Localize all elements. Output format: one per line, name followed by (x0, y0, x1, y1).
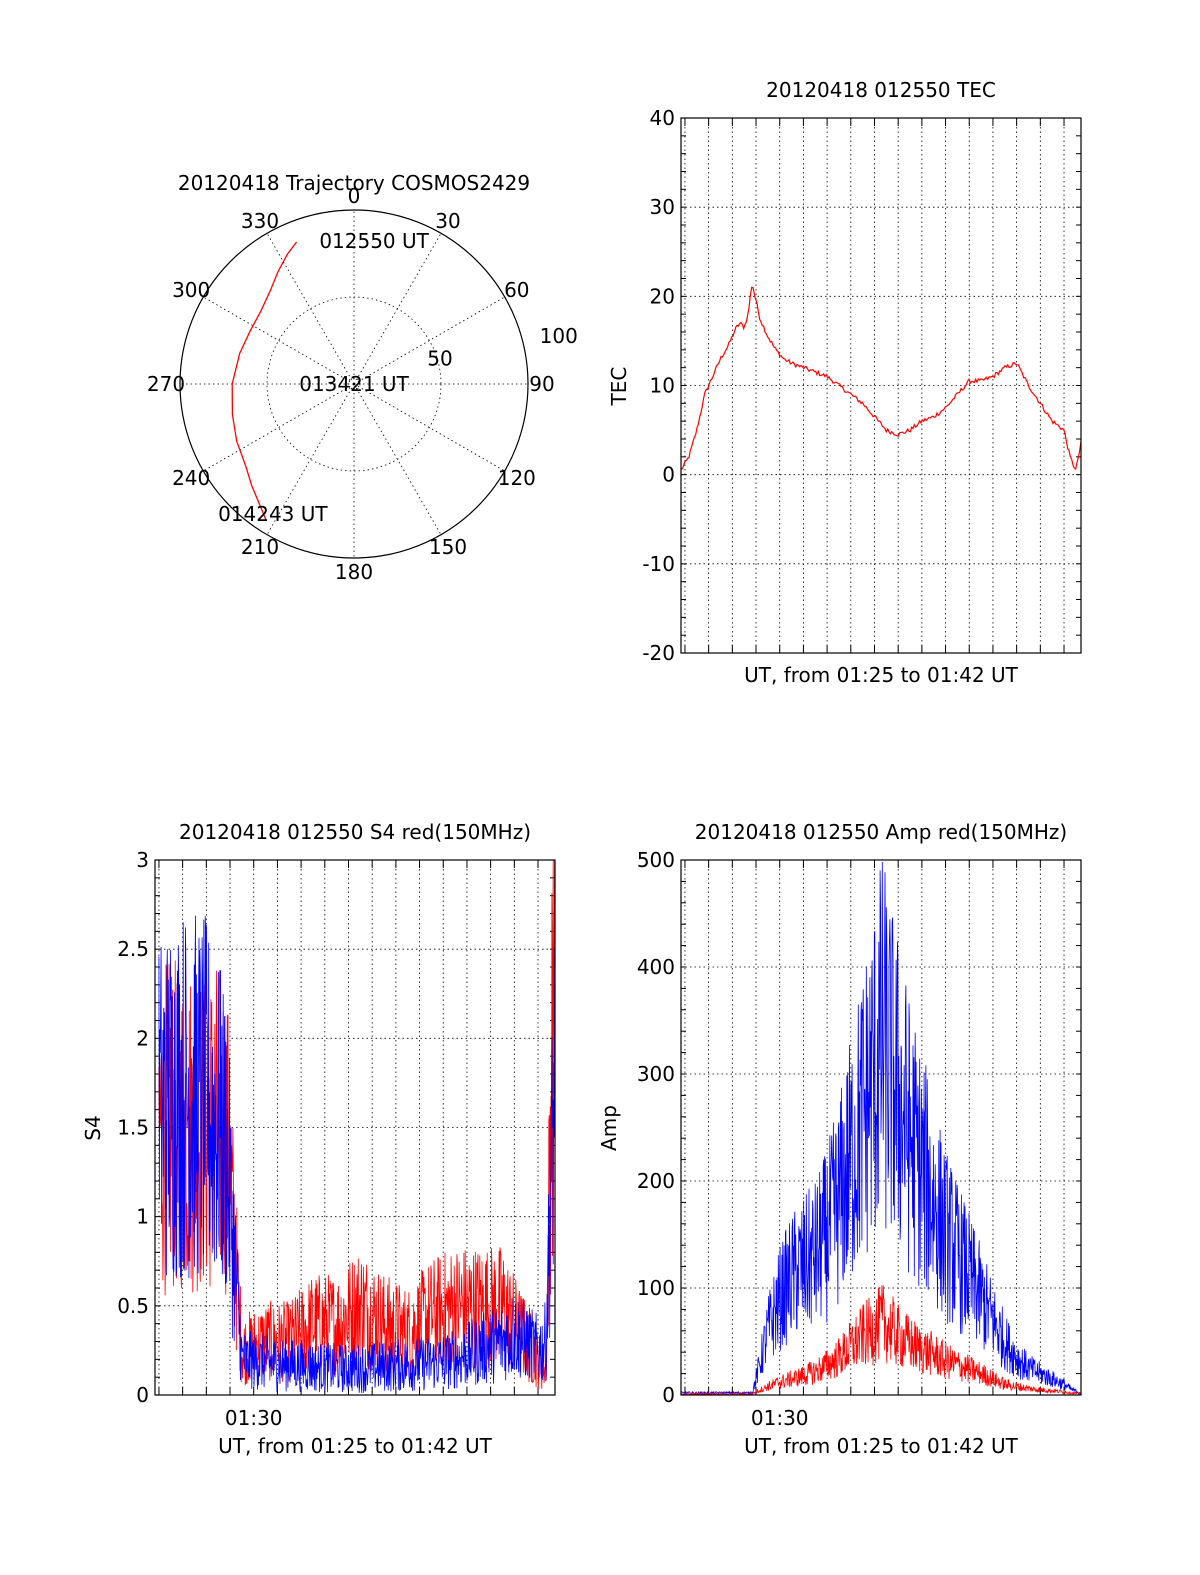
series-line-red (681, 1285, 1082, 1396)
polar-azimuth-label: 60 (504, 278, 529, 302)
y-tick-label: 100 (637, 1276, 675, 1300)
polar-outer-ring (179, 209, 529, 559)
series-line-red (680, 286, 1082, 471)
amp-plot-frame (680, 859, 1082, 1396)
polar-radial-label: 50 (427, 346, 452, 370)
polar-center-mark (347, 377, 361, 391)
s4-chart: 20120418 012550 S4 red(150MHz) 0 0.5 1 1.5 2… (81, 820, 556, 1458)
tec-chart-title: 20120418 012550 TEC (766, 78, 996, 102)
y-tick-label: -10 (642, 552, 675, 576)
y-tick-label: 0 (662, 1383, 675, 1407)
polar-trajectory-chart: 20120418 Trajectory COSMOS2429 50 100 0 30 6… (147, 171, 578, 584)
polar-radial-label: 100 (540, 324, 578, 348)
polar-spoke (203, 383, 355, 472)
polar-azimuth-label: 330 (241, 209, 279, 233)
polar-ring (266, 296, 442, 472)
polar-azimuth-label: 210 (241, 535, 279, 559)
polar-spoke (266, 383, 355, 535)
amp-chart: 20120418 012550 Amp red(150MHz) 0 100 200 3… (597, 820, 1082, 1458)
polar-spoke (266, 233, 355, 385)
polar-azimuth-label: 270 (147, 372, 185, 396)
series-line-blue (158, 915, 556, 1394)
y-tick-label: 0 (136, 1383, 149, 1407)
series-line-blue (680, 861, 1082, 1396)
tec-chart: 20120418 012550 TEC -20 -10 0 10 20 30 40 UT, … (607, 78, 1082, 687)
polar-spoke (203, 296, 355, 385)
polar-azimuth-label: 180 (335, 560, 373, 584)
x-tick-label: 01:30 (751, 1406, 809, 1430)
y-tick-label: 1 (136, 1205, 149, 1229)
y-tick-label: 2 (136, 1026, 149, 1050)
amp-y-axis-label: Amp (597, 1105, 621, 1151)
s4-x-axis-label: UT, from 01:25 to 01:42 UT (218, 1434, 493, 1458)
y-tick-label: 1.5 (117, 1116, 149, 1140)
y-tick-label: 30 (650, 195, 675, 219)
y-tick-label: 40 (650, 106, 675, 130)
series-line-red (158, 859, 556, 1390)
s4-y-axis-label: S4 (81, 1115, 105, 1140)
polar-chart-title: 20120418 Trajectory COSMOS2429 (178, 171, 530, 195)
trajectory-line (231, 241, 298, 520)
tec-plot-frame (680, 117, 1082, 654)
y-tick-label: -20 (642, 641, 675, 665)
amp-chart-title: 20120418 012550 Amp red(150MHz) (695, 820, 1067, 844)
trajectory-time-label: 012550 UT (319, 229, 429, 253)
s4-chart-title: 20120418 012550 S4 red(150MHz) (179, 820, 531, 844)
polar-azimuth-label: 150 (429, 535, 467, 559)
y-tick-label: 10 (650, 374, 675, 398)
polar-azimuth-label: 30 (435, 209, 460, 233)
polar-azimuth-label: 90 (529, 372, 554, 396)
trajectory-time-label: 013421 UT (299, 372, 409, 396)
tec-x-axis-label: UT, from 01:25 to 01:42 UT (744, 663, 1019, 687)
y-tick-label: 200 (637, 1169, 675, 1193)
y-tick-label: 2.5 (117, 937, 149, 961)
y-tick-label: 500 (637, 848, 675, 872)
trajectory-time-label: 014243 UT (218, 502, 328, 526)
y-tick-label: 3 (136, 848, 149, 872)
tec-y-axis-label: TEC (607, 367, 631, 407)
polar-azimuth-label: 300 (172, 278, 210, 302)
y-tick-label: 0.5 (117, 1294, 149, 1318)
amp-x-axis-label: UT, from 01:25 to 01:42 UT (744, 1434, 1019, 1458)
s4-plot-frame (154, 859, 556, 1396)
y-tick-label: 300 (637, 1062, 675, 1086)
y-tick-label: 400 (637, 955, 675, 979)
x-tick-label: 01:30 (225, 1406, 283, 1430)
polar-azimuth-label: 240 (172, 466, 210, 490)
polar-azimuth-label: 0 (348, 184, 361, 208)
y-tick-label: 20 (650, 284, 675, 308)
polar-azimuth-label: 120 (498, 466, 536, 490)
y-tick-label: 0 (662, 463, 675, 487)
